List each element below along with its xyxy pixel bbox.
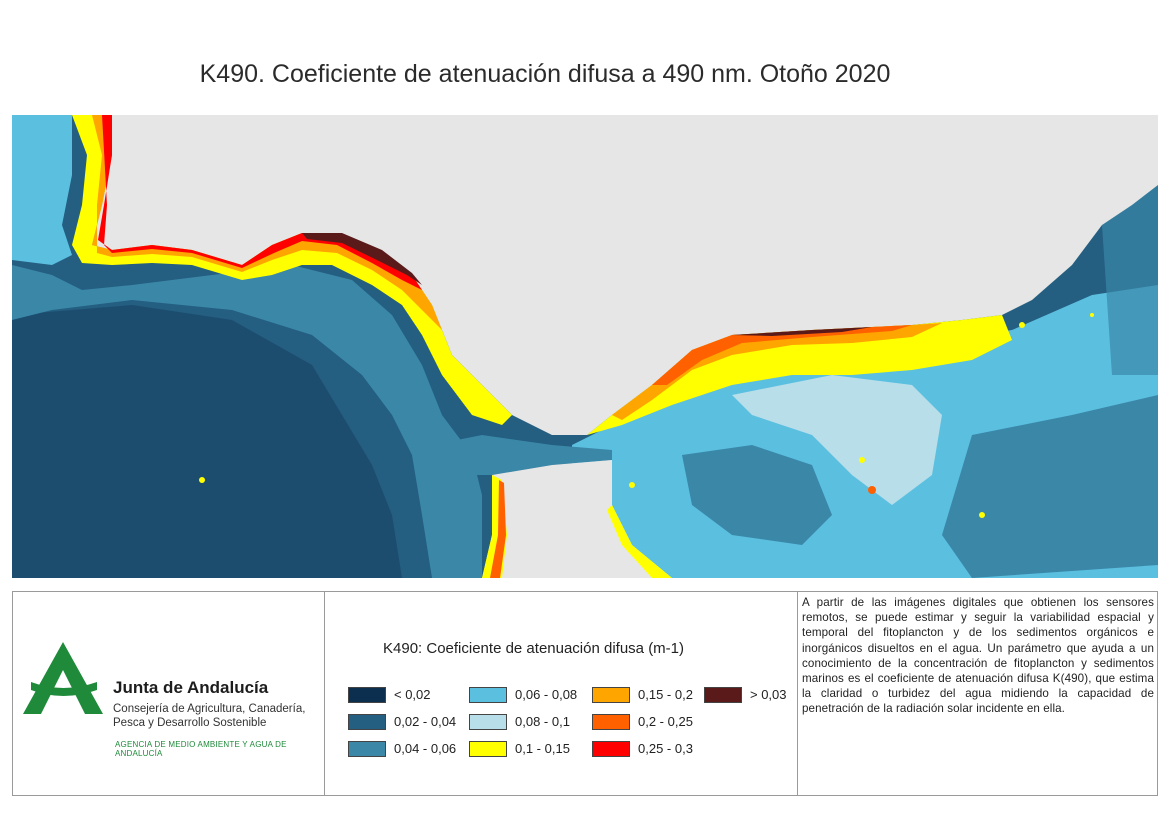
legend-label: > 0,03 [750, 687, 787, 702]
turbid-spot [859, 457, 865, 463]
info-panel: Junta de Andalucía Consejería de Agricul… [12, 591, 1158, 796]
gulf-cadiz-yellow [72, 115, 512, 425]
legend-item: 0,1 - 0,15 [469, 739, 599, 759]
med-ne-blue [1102, 185, 1158, 375]
legend-swatch [348, 687, 386, 703]
alboran-yellow [587, 315, 1012, 435]
legend-item: < 0,02 [348, 685, 478, 705]
turbid-spot [1019, 322, 1025, 328]
legend-label: < 0,02 [394, 687, 431, 702]
legend-swatch [469, 741, 507, 757]
med-dark-patch [682, 445, 832, 545]
legend-swatch [592, 687, 630, 703]
legend-swatch [469, 714, 507, 730]
strait-channel [432, 435, 612, 475]
legend-item: > 0,03 [704, 685, 834, 705]
turbid-spot [629, 482, 635, 488]
legend-item: 0,06 - 0,08 [469, 685, 599, 705]
land-africa [482, 460, 672, 578]
alboran-red [652, 325, 912, 385]
legend-label: 0,08 - 0,1 [515, 714, 570, 729]
land-iberia [92, 115, 1158, 435]
africa-atlantic-orange [490, 480, 506, 578]
legend-item: 0,08 - 0,1 [469, 712, 599, 732]
legend-item: 0,25 - 0,3 [592, 739, 722, 759]
med-light [732, 375, 942, 505]
description-text: A partir de las imágenes digitales que o… [802, 596, 1154, 716]
legend-item: 0,2 - 0,25 [592, 712, 722, 732]
legend-label: 0,04 - 0,06 [394, 741, 457, 756]
legend-label: 0,02 - 0,04 [394, 714, 457, 729]
legend-label: 0,25 - 0,3 [638, 741, 693, 756]
legend-label: 0,2 - 0,25 [638, 714, 693, 729]
atlantic-nw-light [12, 115, 72, 265]
legend-item: 0,04 - 0,06 [348, 739, 478, 759]
map-title: K490. Coeficiente de atenuación difusa a… [199, 60, 891, 88]
legend-swatch [704, 687, 742, 703]
alboran-dark [732, 327, 872, 336]
turbid-spot [868, 486, 876, 494]
legend-swatch [469, 687, 507, 703]
legend-label: 0,15 - 0,2 [638, 687, 693, 702]
legend-title: K490: Coeficiente de atenuación difusa (… [383, 640, 685, 657]
legend-swatch [592, 714, 630, 730]
logo-title: Junta de Andalucía [113, 678, 269, 697]
legend-item: 0,15 - 0,2 [592, 685, 722, 705]
legend: K490: Coeficiente de atenuación difusa (… [325, 592, 798, 795]
legend-label: 0,06 - 0,08 [515, 687, 578, 702]
logo-agency: AGENCIA DE MEDIO AMBIENTE Y AGUA DE ANDA… [115, 740, 287, 758]
med-dark-patch-east [942, 395, 1158, 578]
logo-area: Junta de Andalucía Consejería de Agricul… [13, 592, 325, 795]
junta-andalucia-logo-icon [23, 642, 103, 714]
legend-swatch [348, 714, 386, 730]
legend-swatch [348, 741, 386, 757]
gulf-cadiz-red [98, 115, 422, 290]
atlantic-midband [12, 265, 482, 578]
legend-label: 0,1 - 0,15 [515, 741, 570, 756]
turbid-spot [1090, 313, 1094, 317]
turbid-spot [979, 512, 985, 518]
legend-item: 0,02 - 0,04 [348, 712, 478, 732]
darkest-offshore [12, 305, 402, 578]
k490-map [12, 115, 1158, 578]
turbid-spot [199, 477, 205, 483]
legend-swatch [592, 741, 630, 757]
gulf-cadiz-darkred [302, 233, 422, 285]
africa-med-yellow [607, 505, 672, 578]
logo-subtitle: Consejería de Agricultura, Canadería, Pe… [113, 703, 306, 729]
turbid-spot [983, 326, 991, 334]
